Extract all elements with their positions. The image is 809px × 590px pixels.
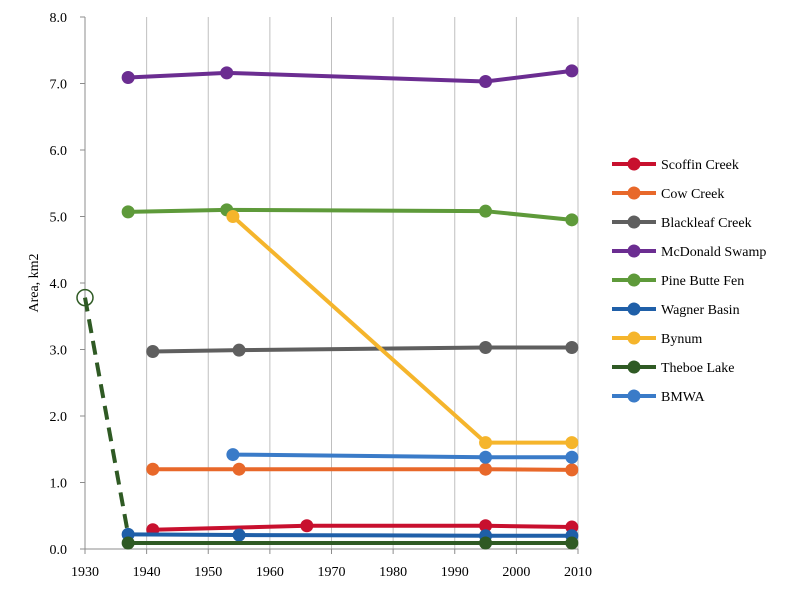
- legend-item: McDonald Swamp: [612, 244, 766, 260]
- legend-label: Pine Butte Fen: [661, 274, 744, 289]
- legend-marker: [627, 273, 641, 287]
- series-line: [128, 532, 572, 538]
- data-point: [479, 75, 493, 89]
- dashed-lead-line: [83, 297, 131, 535]
- legend-item: Wagner Basin: [612, 302, 740, 318]
- x-tick-label: 2000: [502, 565, 530, 580]
- legend-marker: [627, 157, 641, 171]
- legend-label: Theboe Lake: [661, 361, 734, 376]
- legend: Scoffin Creek Cow Creek Blackleaf Creek McD…: [612, 157, 766, 405]
- series-lines: [76, 64, 579, 550]
- legend-label: Scoffin Creek: [661, 158, 739, 173]
- series-line: [231, 215, 572, 445]
- y-tick-label: 3.0: [50, 344, 68, 359]
- y-tick-label: 0.0: [50, 543, 68, 558]
- series-line: [152, 523, 572, 532]
- data-point: [121, 536, 135, 550]
- legend-marker: [627, 244, 641, 258]
- data-point: [232, 462, 246, 476]
- legend-label: Cow Creek: [661, 187, 724, 202]
- series-bmwa: [226, 448, 579, 464]
- legend-label: Blackleaf Creek: [661, 216, 752, 231]
- legend-item: Blackleaf Creek: [612, 215, 752, 231]
- x-tick-label: 1960: [256, 565, 284, 580]
- axes: 0.0 1.0 2.0 3.0 4.0 5.0 6.0 7.0 8.0 1930 1940 1950 1…: [50, 11, 593, 580]
- legend-label: McDonald Swamp: [661, 245, 766, 260]
- series-line: [152, 467, 572, 472]
- data-point: [146, 344, 160, 358]
- legend-item: Cow Creek: [612, 186, 724, 202]
- data-point: [479, 462, 493, 476]
- data-point: [565, 450, 579, 464]
- legend-item: Scoffin Creek: [612, 157, 739, 173]
- data-point: [565, 341, 579, 355]
- y-tick-label: 6.0: [50, 144, 68, 159]
- x-tick-label: 1980: [379, 565, 407, 580]
- series-line: [128, 68, 573, 84]
- y-tick-label: 2.0: [50, 410, 68, 425]
- legend-marker: [627, 331, 641, 345]
- legend-marker: [627, 389, 641, 403]
- legend-marker: [627, 215, 641, 229]
- x-tick-label: 1930: [71, 565, 99, 580]
- data-point: [565, 436, 579, 450]
- data-point: [565, 536, 579, 550]
- series-blackleaf-creek: [146, 341, 579, 358]
- data-point: [232, 528, 246, 542]
- y-tick-label: 8.0: [50, 11, 68, 26]
- data-point: [479, 436, 493, 450]
- legend-marker: [627, 302, 641, 316]
- data-point: [565, 463, 579, 477]
- data-point: [232, 343, 246, 357]
- data-point: [479, 341, 493, 355]
- data-point: [479, 204, 493, 218]
- dashed-lead-marker: [76, 288, 94, 307]
- x-tick-label: 2010: [564, 565, 592, 580]
- series-mcdonald-swamp: [121, 64, 579, 89]
- series-line: [152, 345, 572, 354]
- x-tick-label: 1950: [194, 565, 222, 580]
- legend-item: Theboe Lake: [612, 360, 734, 376]
- gridlines: [146, 17, 579, 549]
- legend-label: Wagner Basin: [661, 303, 740, 318]
- data-point: [479, 536, 493, 550]
- data-point: [220, 66, 234, 80]
- x-tick-label: 1970: [318, 565, 346, 580]
- series-pine-butte-fen: [121, 203, 579, 227]
- data-point: [565, 213, 579, 227]
- y-axis-title: Area, km2: [27, 253, 42, 312]
- data-point: [121, 71, 135, 85]
- legend-item: BMWA: [612, 389, 705, 405]
- data-point: [121, 205, 135, 219]
- data-point: [565, 64, 579, 78]
- series-cow-creek: [146, 462, 579, 477]
- x-tick-label: 1940: [133, 565, 161, 580]
- legend-label: BMWA: [661, 390, 705, 405]
- y-tick-label: 5.0: [50, 211, 68, 226]
- y-tick-label: 7.0: [50, 78, 68, 93]
- data-point: [226, 210, 240, 223]
- series-bynum: [226, 210, 579, 450]
- legend-item: Bynum: [612, 331, 702, 347]
- y-tick-label: 1.0: [50, 477, 68, 492]
- legend-item: Pine Butte Fen: [612, 273, 744, 289]
- data-point: [146, 462, 160, 476]
- data-point: [226, 448, 240, 462]
- legend-marker: [627, 186, 641, 200]
- data-point: [479, 450, 493, 464]
- series-line: [128, 207, 573, 222]
- y-tick-label: 4.0: [50, 277, 68, 292]
- data-point: [300, 519, 314, 533]
- series-line: [232, 452, 572, 460]
- data-point: [479, 519, 493, 533]
- legend-label: Bynum: [661, 332, 702, 347]
- x-tick-label: 1990: [441, 565, 469, 580]
- legend-marker: [627, 360, 641, 374]
- series-theboe-lake: [76, 288, 579, 550]
